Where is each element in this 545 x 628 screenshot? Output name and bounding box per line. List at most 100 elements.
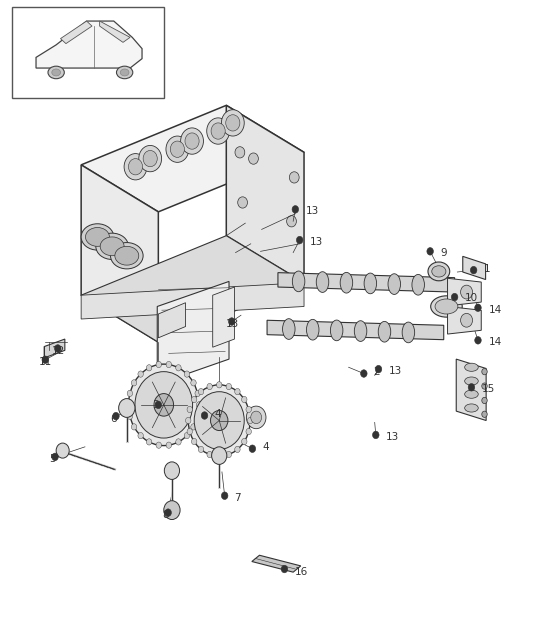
- Circle shape: [289, 172, 299, 183]
- Polygon shape: [463, 256, 486, 279]
- Circle shape: [156, 361, 161, 367]
- Circle shape: [196, 402, 202, 408]
- Circle shape: [131, 380, 137, 386]
- Circle shape: [165, 509, 171, 516]
- Polygon shape: [100, 21, 130, 42]
- Circle shape: [124, 154, 147, 180]
- Circle shape: [246, 428, 251, 435]
- Circle shape: [482, 369, 487, 375]
- Circle shape: [461, 285, 473, 299]
- Polygon shape: [44, 339, 65, 358]
- Polygon shape: [252, 555, 301, 572]
- Circle shape: [247, 418, 253, 424]
- Circle shape: [249, 153, 258, 165]
- Circle shape: [482, 383, 487, 389]
- Circle shape: [207, 452, 213, 458]
- Text: 13: 13: [389, 366, 402, 376]
- Circle shape: [482, 411, 487, 418]
- Circle shape: [361, 370, 367, 377]
- Circle shape: [461, 313, 473, 327]
- Circle shape: [198, 389, 204, 395]
- Polygon shape: [278, 273, 455, 292]
- Polygon shape: [36, 21, 142, 68]
- Circle shape: [139, 146, 162, 172]
- Circle shape: [166, 136, 189, 163]
- Text: 14: 14: [488, 305, 501, 315]
- Circle shape: [210, 411, 228, 431]
- Polygon shape: [158, 281, 229, 384]
- Circle shape: [52, 453, 58, 460]
- Polygon shape: [456, 359, 486, 421]
- Circle shape: [154, 394, 173, 416]
- Polygon shape: [267, 320, 444, 340]
- Circle shape: [175, 439, 181, 445]
- Circle shape: [138, 371, 143, 377]
- Circle shape: [207, 118, 229, 144]
- Polygon shape: [447, 306, 481, 334]
- Polygon shape: [81, 283, 304, 319]
- Circle shape: [228, 318, 235, 325]
- Circle shape: [201, 412, 208, 420]
- Ellipse shape: [120, 69, 129, 76]
- Circle shape: [451, 293, 458, 301]
- Circle shape: [191, 438, 197, 445]
- Polygon shape: [213, 287, 234, 347]
- Ellipse shape: [115, 246, 139, 265]
- Ellipse shape: [378, 322, 391, 342]
- Circle shape: [226, 452, 232, 458]
- Circle shape: [238, 197, 247, 208]
- Circle shape: [127, 390, 132, 396]
- Circle shape: [241, 438, 247, 445]
- Text: 13: 13: [310, 237, 323, 247]
- Circle shape: [376, 365, 382, 373]
- Circle shape: [296, 236, 303, 244]
- Circle shape: [292, 205, 299, 213]
- Circle shape: [195, 413, 201, 420]
- Circle shape: [184, 371, 190, 377]
- Circle shape: [249, 445, 256, 453]
- Circle shape: [482, 398, 487, 404]
- Text: 10: 10: [465, 293, 478, 303]
- Text: 12: 12: [52, 346, 65, 356]
- Circle shape: [156, 442, 161, 448]
- Circle shape: [191, 396, 197, 403]
- Ellipse shape: [86, 227, 110, 246]
- Ellipse shape: [96, 233, 129, 259]
- Circle shape: [226, 384, 232, 390]
- Ellipse shape: [364, 273, 377, 294]
- Polygon shape: [447, 278, 481, 306]
- Polygon shape: [81, 165, 159, 342]
- Text: 11: 11: [39, 357, 52, 367]
- Text: 2: 2: [373, 367, 380, 377]
- Circle shape: [187, 428, 192, 435]
- Circle shape: [194, 392, 244, 450]
- Ellipse shape: [354, 321, 367, 342]
- Text: 13: 13: [306, 206, 319, 216]
- Ellipse shape: [340, 273, 353, 293]
- Circle shape: [211, 123, 225, 139]
- Circle shape: [246, 406, 251, 413]
- Circle shape: [42, 356, 49, 364]
- Text: 14: 14: [488, 337, 501, 347]
- Text: 1: 1: [484, 264, 490, 274]
- Circle shape: [241, 396, 247, 403]
- Ellipse shape: [465, 404, 479, 412]
- Ellipse shape: [330, 320, 343, 341]
- Circle shape: [129, 159, 143, 175]
- Circle shape: [195, 390, 201, 396]
- Circle shape: [198, 447, 204, 453]
- Ellipse shape: [117, 66, 133, 78]
- Circle shape: [175, 365, 181, 371]
- Circle shape: [147, 439, 152, 445]
- Ellipse shape: [412, 274, 425, 295]
- Text: 9: 9: [440, 247, 447, 257]
- Ellipse shape: [465, 377, 479, 385]
- Circle shape: [281, 565, 288, 573]
- Circle shape: [216, 382, 222, 388]
- Circle shape: [164, 501, 180, 519]
- Polygon shape: [81, 106, 304, 212]
- Circle shape: [155, 401, 162, 409]
- Text: 15: 15: [482, 384, 495, 394]
- Text: 4: 4: [263, 443, 269, 452]
- Circle shape: [54, 345, 61, 352]
